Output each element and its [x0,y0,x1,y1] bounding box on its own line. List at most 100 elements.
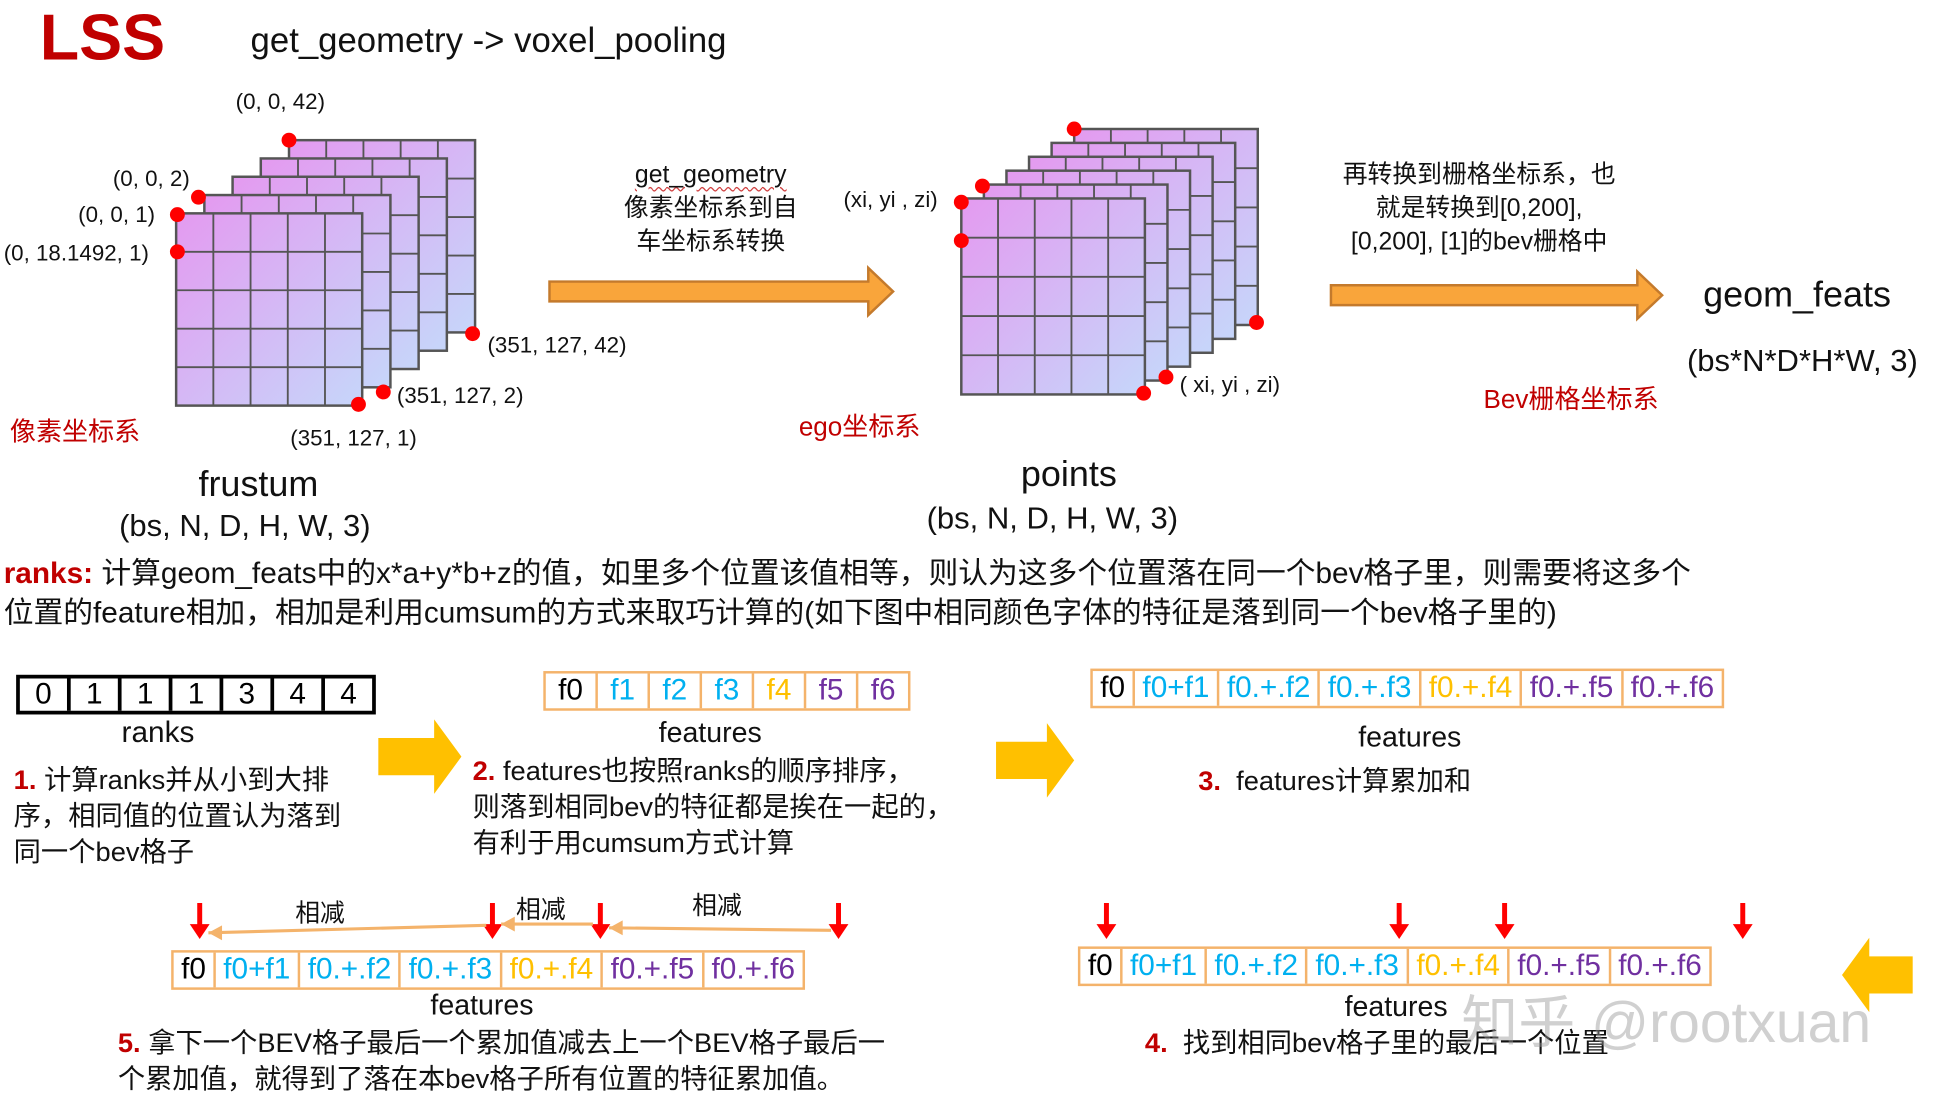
rank-cell: 4 [340,677,357,711]
frustum-layer [174,212,364,407]
lss-logo: LSS [39,2,166,75]
frustum-shape: (bs, N, D, H, W, 3) [119,508,371,544]
step4-line: 找到相同bev格子里的最后一个位置 [1167,1027,1609,1059]
step2-line: 有利于用cumsum方式计算 [472,827,795,859]
subtract-cumsum-array: f0 f0+f1 f0.+.f2 f0.+.f3 f0.+.f4 f0.+.f5 f0.+.… [171,950,806,990]
grid-layer-rect [174,212,364,407]
feature-cell: f1 [598,673,650,709]
label-br-2: (351, 127, 2) [396,383,524,409]
step1-line: 序，相同值的位置认为落到 [13,800,342,832]
red-down-arrow-head-icon [189,924,210,939]
coordinate-dot [1136,385,1152,401]
step2-text: 2. features也按照ranks的顺序排序， 则落到相同bev的特征都是挨… [473,753,954,861]
feature-cell: f4 [754,673,807,709]
points-label-br: ( xi, yi , zi) [1179,372,1281,397]
step3-line: features计算累加和 [1220,765,1472,797]
points-title: points [1020,455,1117,495]
features-array: f0 f1 f2 f3 f4 f5 f6 [543,671,911,711]
cumsum-array: f0 f0+f1 f0.+.f2 f0.+.f3 f0.+.f4 f0.+.f5 f0.+.… [1090,668,1725,709]
feature-cell: f0 [174,952,216,988]
subtract-arrowhead-icon [609,920,623,936]
yellow-arrow-icon [996,723,1075,798]
step5-text: 5. 拿下一个BEV格子最后一个累加值减去上一个BEV格子最后一 个累加值，就得… [118,1025,885,1097]
red-down-arrow-head-icon [1732,924,1753,939]
subtract-line [609,926,832,932]
arrow1-line: 车坐标系转换 [636,228,786,256]
feature-cell: f0.+.f3 [1308,948,1409,984]
arrow2-line: 再转换到栅格坐标系，也 [1342,161,1616,189]
rank-cell: 1 [122,678,173,711]
pixel-coord-label: 像素坐标系 [9,418,141,447]
ranks-desc-line2: 位置的feature相加，相加是利用cumsum的方式来取巧计算的(如下图中相同… [3,596,1557,631]
label-top-1: (0, 0, 1) [78,202,156,227]
geom-feats-shape: (bs*N*D*H*W, 3) [1686,343,1918,379]
points-shape: (bs, N, D, H, W, 3) [926,501,1179,536]
feature-cell: f0.+.f4 [502,952,604,988]
coordinate-dot [953,194,969,210]
coordinate-dot [169,207,185,223]
subtract-label: 相减 [295,900,345,928]
feature-cell: f0.+.f6 [1618,948,1702,983]
feature-cell: f0.+.f3 [1320,671,1422,706]
coordinate-dot [169,244,185,260]
red-down-arrow-head-icon [1389,924,1410,939]
feature-cell: f0+f1 [1123,948,1207,984]
subtract-arrowhead-icon [208,925,223,941]
orange-arrow-icon [1329,268,1664,322]
feature-cell: f0.+.f2 [1207,948,1308,984]
step2-line: features也按照ranks的顺序排序， [495,755,914,787]
red-down-arrow-head-icon [1494,924,1515,939]
step5-num: 5. [117,1027,141,1059]
feature-cell: f0.+.f2 [300,952,402,988]
bev-coord-label: Bev栅格坐标系 [1483,385,1659,415]
label-top-2: (0, 0, 2) [112,166,190,192]
feature-cell: f0 [1080,948,1123,984]
coordinate-dot [953,233,969,249]
feature-cell: f0 [546,673,598,709]
last-position-cumsum-array: f0 f0+f1 f0.+.f2 f0.+.f3 f0.+.f4 f0.+.f5 f0.+.… [1077,946,1712,987]
coordinate-dot [974,178,990,194]
coordinate-dot [281,132,297,148]
subtract-arrowhead-icon [501,916,515,932]
step1-num: 1. [13,764,37,796]
arrow2-line: 就是转换到[0,200], [1375,194,1583,223]
step5-features-label: features [430,988,534,1021]
step3-num: 3. [1198,765,1221,797]
rank-cell: 4 [274,678,325,711]
points-layer [960,197,1147,396]
points-label-tl: (xi, yi , zi) [843,187,938,213]
ranks-description: ranks: 计算geom_feats中的x*a+y*b+z的值，如里多个位置该… [4,554,1691,633]
ranks-key: ranks: [3,556,94,591]
arrow1-caption: get_geometry 像素坐标系到自 车坐标系转换 [593,159,829,259]
step4-features-label: features [1344,989,1448,1023]
step5-line: 个累加值，就得到了落在本bev格子所有位置的特征累加值。 [117,1063,845,1095]
cumsum-label: features [1358,720,1462,753]
feature-cell: f0.+.f5 [1522,671,1624,706]
step5-line: 拿下一个BEV格子最后一个累加值减去上一个BEV格子最后一 [140,1027,886,1059]
yellow-arrow-icon [378,719,462,794]
step2-num: 2. [472,755,496,787]
red-down-arrow-head-icon [482,924,503,939]
step4-num: 4. [1144,1027,1168,1059]
coordinate-dot [351,396,366,412]
step1-line: 计算ranks并从小到大排 [36,764,330,796]
feature-cell: f0.+.f6 [1630,671,1715,705]
step3-text: 3. features计算累加和 [1198,763,1471,799]
ranks-desc-line1: 计算geom_feats中的x*a+y*b+z的值，如里多个位置该值相等，则认为… [93,556,1691,591]
step1-text: 1. 计算ranks并从小到大排 序，相同值的位置认为落到 同一个bev格子 [14,762,341,870]
red-down-arrow-head-icon [828,924,849,939]
coordinate-dot [465,326,481,342]
feature-cell: f0.+.f5 [1510,948,1611,984]
feature-cell: f0.+.f6 [711,952,796,987]
frustum-title: frustum [198,465,319,505]
rank-cell: 0 [20,678,71,711]
feature-cell: f0.+.f3 [401,952,503,988]
ranks-label: ranks [121,715,195,750]
subtract-label: 相减 [692,893,742,921]
feature-cell: f0+f1 [1135,671,1220,706]
label-br-back: (351, 127, 42) [487,332,627,358]
coordinate-dot [191,189,206,205]
